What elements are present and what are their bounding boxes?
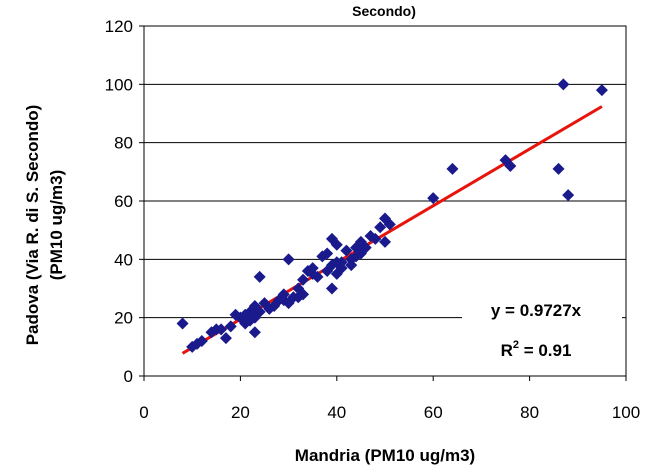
data-point — [325, 282, 338, 295]
r-squared-symbol: R — [501, 341, 513, 360]
data-point — [330, 238, 343, 251]
data-point — [595, 84, 608, 97]
x-tick-label: 0 — [139, 403, 148, 422]
data-point — [427, 192, 440, 205]
data-point — [321, 247, 334, 260]
data-point — [374, 221, 387, 234]
x-tick-label: 20 — [231, 403, 250, 422]
x-tick-label: 60 — [424, 403, 443, 422]
data-point — [195, 335, 208, 347]
y-axis-title-line1: Padova (Via R. di S. Secondo) — [23, 105, 42, 346]
data-point — [369, 232, 382, 245]
data-point — [562, 189, 575, 202]
data-point — [297, 273, 310, 286]
r-squared-superscript: 2 — [513, 339, 519, 351]
data-point — [557, 78, 570, 91]
data-point — [379, 235, 391, 248]
x-tick-label: 100 — [612, 403, 640, 422]
y-tick-label: 120 — [105, 17, 133, 36]
data-point — [297, 288, 310, 301]
x-tick-label: 80 — [520, 403, 539, 422]
y-axis-ticks: 0 20 40 60 80 100 120 — [105, 17, 144, 386]
data-point — [446, 162, 459, 175]
y-tick-label: 60 — [114, 192, 133, 211]
data-point — [504, 160, 517, 172]
data-point — [311, 270, 324, 283]
data-point — [215, 323, 228, 336]
data-point — [552, 162, 565, 175]
data-point — [253, 305, 266, 318]
y-tick-label: 80 — [114, 134, 133, 153]
data-point — [176, 317, 189, 330]
data-point — [335, 256, 348, 269]
data-point — [219, 332, 232, 345]
data-point — [244, 314, 257, 327]
data-point — [383, 218, 396, 231]
data-point — [306, 262, 319, 275]
regression-equation: y = 0.9727x — [491, 301, 582, 320]
data-point — [345, 259, 358, 272]
y-tick-label: 40 — [114, 250, 133, 269]
y-tick-label: 100 — [105, 75, 133, 94]
data-point — [248, 326, 261, 339]
data-point — [253, 270, 266, 283]
data-point — [244, 305, 257, 318]
chart-title: Secondo) — [352, 3, 416, 19]
y-tick-label: 0 — [124, 367, 133, 386]
data-point — [224, 320, 237, 333]
data-point — [359, 241, 372, 254]
r-squared-value: = 0.91 — [519, 341, 571, 360]
data-point — [340, 244, 353, 257]
x-axis-ticks: 0 20 40 60 80 100 — [139, 376, 640, 422]
y-tick-label: 20 — [114, 309, 133, 328]
x-tick-label: 40 — [327, 403, 346, 422]
gridlines — [144, 83, 626, 319]
r-squared-label: R2 = 0.91 — [501, 339, 572, 360]
x-axis-title: Mandria (PM10 ug/m3) — [295, 446, 475, 465]
equation-box-background — [462, 291, 622, 365]
y-axis-title-line2: (PM10 ug/m3) — [47, 170, 66, 281]
equation-box: y = 0.9727x R2 = 0.91 — [462, 291, 622, 365]
data-points — [176, 78, 608, 353]
data-point — [282, 253, 295, 266]
